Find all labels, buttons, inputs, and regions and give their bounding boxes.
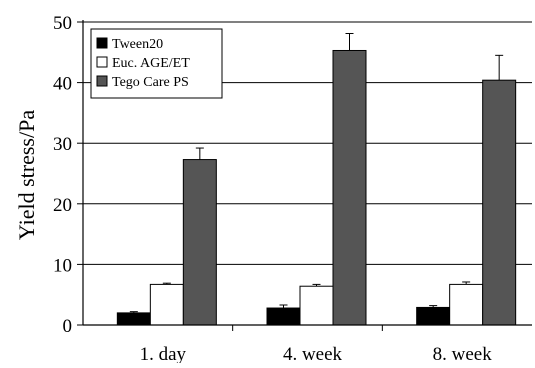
tick-labels: 0 10 20 30 40 50 1. day 4. week 8. week (53, 13, 493, 365)
legend-label: Euc. AGE/ET (112, 56, 190, 71)
legend-swatch (96, 75, 108, 87)
legend-swatch (96, 56, 108, 68)
x-category-label: 8. week (433, 344, 493, 363)
bar (416, 306, 451, 326)
legend-label: Tego Care PS (112, 75, 189, 90)
y-tick-label: 40 (53, 74, 72, 95)
legend: Tween20 Euc. AGE/ET Tego Care PS (90, 28, 223, 99)
legend-label: Tween20 (112, 37, 163, 52)
y-tick-label: 50 (53, 13, 72, 34)
bars (116, 33, 517, 326)
bar (332, 49, 367, 326)
axes (77, 20, 532, 331)
y-tick-label: 0 (63, 316, 73, 337)
y-tick-label: 30 (53, 134, 72, 155)
bar (182, 159, 217, 326)
bar (449, 283, 484, 326)
bar (149, 283, 184, 326)
y-tick-label: 20 (53, 195, 72, 216)
bar (116, 312, 151, 326)
bar (266, 307, 301, 326)
bar (482, 79, 517, 326)
legend-swatch (96, 37, 108, 49)
y-axis-title: Yield stress/Pa (14, 110, 39, 240)
bar (299, 285, 334, 326)
x-category-label: 1. day (140, 344, 187, 363)
y-tick-label: 10 (53, 255, 72, 276)
legend-box (90, 28, 223, 99)
x-category-label: 4. week (283, 344, 343, 363)
